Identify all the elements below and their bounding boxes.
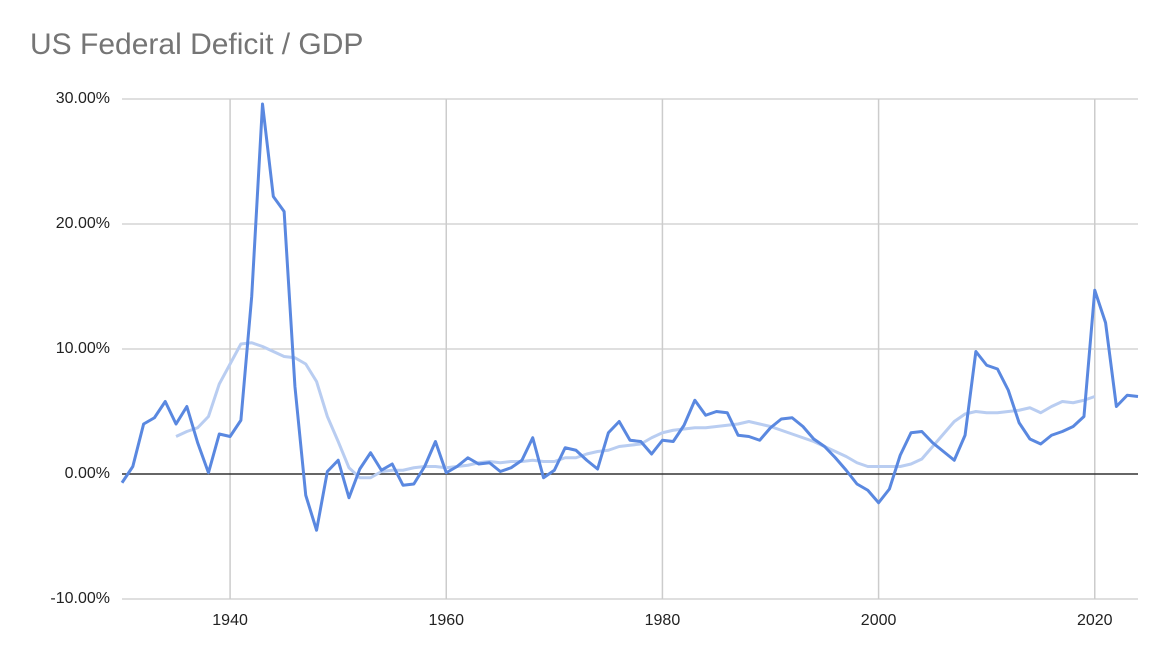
x-tick-label: 1980 <box>645 612 681 629</box>
y-tick-label: 30.00% <box>56 90 110 107</box>
data-line <box>120 102 1139 532</box>
x-tick-label: 2000 <box>861 612 897 629</box>
x-tick-label: 1960 <box>428 612 464 629</box>
y-tick-label: -10.00% <box>50 590 110 607</box>
y-tick-label: 10.00% <box>56 340 110 357</box>
x-tick-label: 1940 <box>212 612 248 629</box>
data-line <box>175 341 1096 480</box>
y-tick-label: 20.00% <box>56 215 110 232</box>
x-tick-label: 2020 <box>1077 612 1113 629</box>
y-tick-label: 0.00% <box>65 465 110 482</box>
chart-title: US Federal Deficit / GDP <box>30 28 363 61</box>
